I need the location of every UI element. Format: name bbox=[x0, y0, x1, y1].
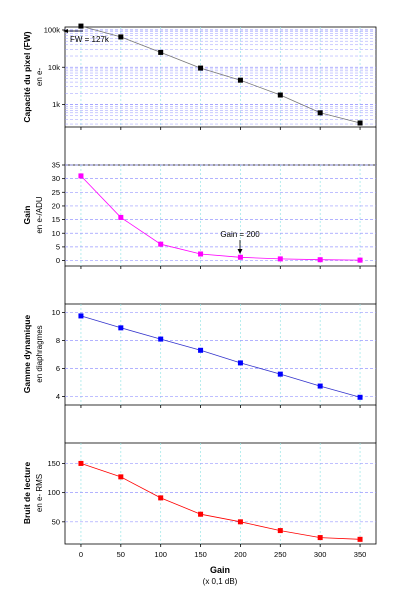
data-point-p3-5 bbox=[277, 528, 283, 534]
data-point-p0-0 bbox=[78, 23, 84, 29]
ylabel-sub-gain: en e-/ADU bbox=[35, 196, 44, 234]
ytick-label-p1-3: 15 bbox=[52, 215, 60, 224]
xlabel: Gain bbox=[210, 565, 230, 575]
data-point-p1-0 bbox=[78, 173, 84, 179]
series-line-p0 bbox=[80, 25, 361, 124]
ylabel-fw: Capacité du pixel (FW) bbox=[22, 31, 32, 122]
tick-layer: 1k 10k 100k 0 5 10 15 20 25 30 35 4 6 8 10 50 100 150 0 50 1… bbox=[44, 26, 367, 559]
data-point-p3-1 bbox=[118, 474, 124, 480]
data-point-p0-1 bbox=[118, 34, 124, 40]
xlabel-sub: (x 0,1 dB) bbox=[203, 577, 238, 586]
data-point-p1-2 bbox=[158, 241, 164, 247]
data-point-p0-4 bbox=[237, 77, 243, 83]
xtick-label-2: 100 bbox=[154, 550, 167, 559]
xtick-label-5: 250 bbox=[274, 550, 287, 559]
ylabel-read-noise: Bruit de lecture bbox=[22, 462, 32, 525]
series-line-p3 bbox=[80, 463, 361, 540]
data-point-p0-2 bbox=[158, 49, 164, 55]
data-point-p2-7 bbox=[357, 394, 363, 400]
data-point-p3-7 bbox=[357, 536, 363, 542]
ytick-label-p2-2: 8 bbox=[56, 336, 60, 345]
series-layer bbox=[78, 23, 363, 542]
data-point-p1-3 bbox=[198, 251, 204, 257]
panel-frame-gain bbox=[64, 164, 377, 267]
series-line-p1 bbox=[80, 175, 361, 261]
ytick-label-p2-1: 6 bbox=[56, 364, 60, 373]
xtick-label-4: 200 bbox=[234, 550, 247, 559]
ytick-label-p2-3: 10 bbox=[52, 308, 60, 317]
data-point-p2-4 bbox=[237, 360, 243, 366]
panel-frame-read-noise bbox=[64, 442, 377, 545]
panel-frame-fw bbox=[64, 26, 377, 128]
ylabel-sub-read-noise: en e- RMS bbox=[35, 474, 44, 512]
ylabel-gain: Gain bbox=[22, 206, 32, 225]
ylabel-sub-fw: en e- bbox=[35, 68, 44, 87]
ytick-label-p3-0: 50 bbox=[52, 517, 60, 526]
xtick-label-6: 300 bbox=[314, 550, 327, 559]
ytick-label-p2-0: 4 bbox=[56, 392, 60, 401]
series-line-p2 bbox=[80, 315, 361, 398]
data-point-p0-3 bbox=[198, 65, 204, 71]
annotation-gain-arrow-head bbox=[237, 249, 243, 254]
xtick-label-0: 0 bbox=[79, 550, 83, 559]
annotation-gain: Gain = 200 bbox=[220, 230, 260, 239]
ytick-label-p3-2: 150 bbox=[47, 459, 60, 468]
xtick-label-3: 150 bbox=[194, 550, 207, 559]
data-point-p1-5 bbox=[277, 256, 283, 262]
data-point-p3-4 bbox=[237, 519, 243, 525]
data-point-p1-4 bbox=[237, 254, 243, 260]
ytick-label-p1-6: 30 bbox=[52, 174, 60, 183]
data-point-p2-6 bbox=[317, 383, 323, 389]
ylabel-sub-dynamic-range: en diaphragmes bbox=[35, 325, 44, 382]
data-point-p1-1 bbox=[118, 214, 124, 220]
data-point-p1-7 bbox=[357, 257, 363, 263]
ytick-label-p1-2: 10 bbox=[52, 229, 60, 238]
data-point-p2-5 bbox=[277, 371, 283, 377]
data-point-p2-1 bbox=[118, 325, 124, 331]
data-point-p3-2 bbox=[158, 495, 164, 501]
data-point-p0-5 bbox=[277, 92, 283, 98]
ytick-label-p1-0: 0 bbox=[56, 256, 60, 265]
annotation-fw: FW = 127k bbox=[70, 35, 110, 44]
ytick-label-p1-1: 5 bbox=[56, 242, 60, 251]
ytick-label-p3-1: 100 bbox=[47, 488, 60, 497]
data-point-p3-3 bbox=[198, 511, 204, 517]
data-point-p2-2 bbox=[158, 336, 164, 342]
data-point-p2-3 bbox=[198, 347, 204, 353]
ytick-label-p1-7: 35 bbox=[52, 161, 60, 170]
annotation-fw-arrow-head bbox=[63, 29, 68, 33]
data-point-p1-6 bbox=[317, 257, 323, 263]
data-point-p3-0 bbox=[78, 460, 84, 466]
ytick-label-p0-0: 1k bbox=[52, 100, 60, 109]
data-point-p0-6 bbox=[317, 110, 323, 116]
data-point-p2-0 bbox=[78, 313, 84, 319]
ytick-label-p1-4: 20 bbox=[52, 202, 60, 211]
ylabel-dynamic-range: Gamme dynamique bbox=[22, 315, 32, 394]
xtick-label-7: 350 bbox=[354, 550, 367, 559]
ytick-label-p0-2: 100k bbox=[44, 26, 61, 35]
panel-frame-dynamic-range bbox=[64, 303, 377, 406]
data-point-p0-7 bbox=[357, 120, 363, 126]
data-point-p3-6 bbox=[317, 535, 323, 541]
ytick-label-p1-5: 25 bbox=[52, 188, 60, 197]
ytick-label-p0-1: 10k bbox=[48, 63, 60, 72]
xtick-label-1: 50 bbox=[117, 550, 125, 559]
grid-layer bbox=[65, 27, 376, 544]
